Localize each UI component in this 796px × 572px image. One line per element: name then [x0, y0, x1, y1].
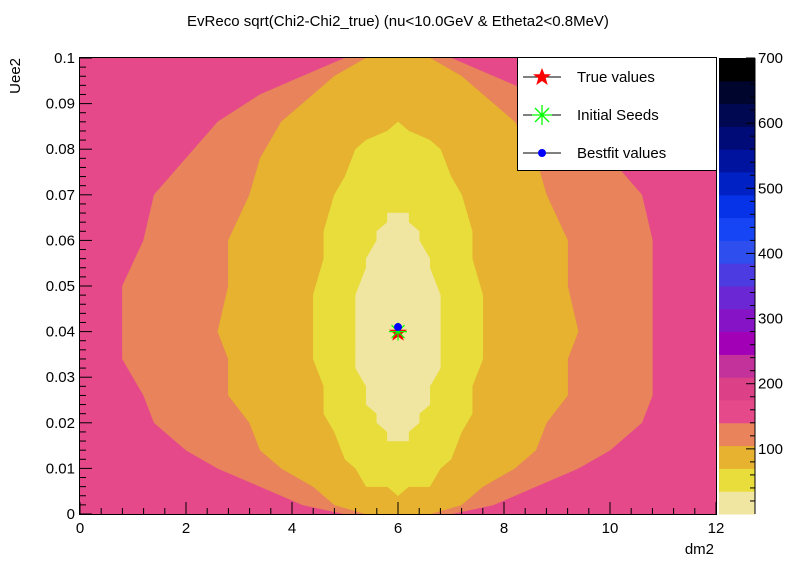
legend-box: [517, 57, 717, 171]
x-tick-label: 4: [288, 520, 296, 537]
colorbar-band: [719, 468, 755, 492]
colorbar-band: [719, 194, 755, 219]
colorbar-band: [719, 354, 755, 378]
legend-label: Initial Seeds: [577, 107, 659, 124]
blue-dot-icon: [538, 149, 546, 157]
y-tick-label: 0.01: [46, 460, 75, 477]
colorbar-tick-label: 300: [758, 311, 783, 328]
x-tick-label: 0: [76, 520, 84, 537]
colorbar-tick-label: 500: [758, 180, 783, 197]
fit-markers: [389, 322, 407, 341]
red-star-icon: [533, 68, 551, 85]
y-tick-label: 0.07: [46, 187, 75, 204]
chart-title: EvReco sqrt(Chi2-Chi2_true) (nu<10.0GeV …: [187, 13, 609, 30]
x-axis-label: dm2: [685, 541, 714, 558]
y-axis-label: Uee2: [7, 58, 24, 94]
y-tick-label: 0.02: [46, 415, 75, 432]
y-tick-label: 0: [67, 506, 75, 523]
colorbar-tick-label: 200: [758, 376, 783, 393]
y-tick-label: 0.09: [46, 96, 75, 113]
colorbar-band: [719, 445, 755, 469]
y-tick-label: 0.06: [46, 232, 75, 249]
y-tick-label: 0.03: [46, 369, 75, 386]
colorbar-band: [719, 58, 755, 82]
colorbar-band: [719, 331, 755, 355]
colorbar-band: [719, 263, 755, 287]
color-bar: 100 200 300 400 500 600 700: [719, 50, 783, 515]
colorbar-band: [719, 422, 755, 447]
y-tick-label: 0.04: [46, 324, 75, 341]
y-tick-label: 0.08: [46, 141, 75, 158]
legend-item-true-values: True values: [523, 68, 655, 86]
legend-label: Bestfit values: [577, 145, 666, 162]
bestfit-values-marker: [394, 323, 402, 332]
legend-item-initial-seeds: Initial Seeds: [523, 105, 659, 125]
x-axis: 0 2 4 6 8 10 12: [76, 502, 725, 537]
colorbar-band: [719, 308, 755, 333]
legend-label: True values: [577, 69, 655, 86]
colorbar-band: [719, 491, 755, 515]
colorbar-band: [719, 286, 755, 310]
colorbar-band: [719, 103, 755, 127]
y-tick-label: 0.1: [54, 50, 75, 67]
colorbar-tick-label: 100: [758, 441, 783, 458]
y-axis: 0 0.01 0.02 0.03 0.04 0.05 0.06 0.07 0.08 0.09 0.1: [46, 50, 92, 523]
colorbar-band: [719, 80, 755, 105]
plot-frame: [79, 57, 717, 515]
legend: True values Initial Seeds Bestfit values: [517, 57, 717, 171]
colorbar-band: [719, 149, 755, 173]
colorbar-band: [719, 400, 755, 424]
y-tick-label: 0.05: [46, 278, 75, 295]
colorbar-tick-label: 700: [758, 50, 783, 67]
green-asterisk-icon: [532, 105, 552, 125]
colorbar-tick-label: 400: [758, 245, 783, 262]
colorbar-band: [719, 126, 755, 150]
colorbar-band: [719, 377, 755, 401]
legend-item-bestfit-values: Bestfit values: [523, 145, 666, 162]
colorbar-band: [719, 172, 755, 196]
x-tick-label: 12: [708, 520, 725, 537]
colorbar-band: [719, 240, 755, 264]
x-tick-label: 6: [394, 520, 402, 537]
x-tick-label: 2: [182, 520, 190, 537]
colorbar-tick-label: 600: [758, 115, 783, 132]
initial-seeds-marker: [389, 322, 407, 341]
colorbar-band: [719, 217, 755, 241]
x-tick-label: 10: [602, 520, 619, 537]
x-tick-label: 8: [500, 520, 508, 537]
